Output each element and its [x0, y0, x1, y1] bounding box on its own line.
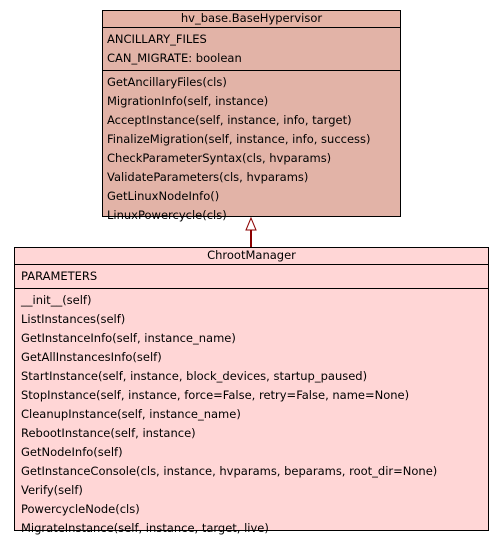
method: StopInstance(self, instance, force=False…: [21, 388, 410, 402]
method: PowercycleNode(cls): [21, 502, 140, 516]
attribute: PARAMETERS: [21, 269, 98, 283]
attribute: ANCILLARY_FILES: [107, 32, 207, 46]
attributes-section: PARAMETERS: [15, 265, 488, 289]
method: GetNodeInfo(self): [21, 445, 123, 459]
method: GetLinuxNodeInfo(): [107, 189, 220, 203]
class-title: hv_base.BaseHypervisor: [103, 11, 400, 28]
method: LinuxPowercycle(cls): [107, 208, 227, 222]
methods-section: GetAncillaryFiles(cls) MigrationInfo(sel…: [103, 71, 400, 227]
chroot-manager-class: ChrootManager PARAMETERS __init__(self) …: [14, 247, 489, 535]
method: GetAllInstancesInfo(self): [21, 350, 162, 364]
base-hypervisor-class: hv_base.BaseHypervisor ANCILLARY_FILES C…: [102, 10, 401, 222]
method: StartInstance(self, instance, block_devi…: [21, 369, 368, 383]
methods-section: __init__(self) ListInstances(self) GetIn…: [15, 289, 488, 540]
attribute: CAN_MIGRATE: boolean: [107, 51, 242, 65]
method: GetAncillaryFiles(cls): [107, 75, 227, 89]
method: AcceptInstance(self, instance, info, tar…: [107, 113, 352, 127]
method: MigrateInstance(self, instance, target, …: [21, 521, 269, 535]
method: RebootInstance(self, instance): [21, 426, 196, 440]
inheritance-arrowhead: [245, 216, 257, 231]
method: CleanupInstance(self, instance_name): [21, 407, 241, 421]
class-title: ChrootManager: [15, 248, 488, 265]
method: FinalizeMigration(self, instance, info, …: [107, 132, 371, 146]
method: ValidateParameters(cls, hvparams): [107, 170, 309, 184]
method: GetInstanceConsole(cls, instance, hvpara…: [21, 464, 438, 478]
method: ListInstances(self): [21, 312, 126, 326]
method: MigrationInfo(self, instance): [107, 94, 269, 108]
method: GetInstanceInfo(self, instance_name): [21, 331, 236, 345]
attributes-section: ANCILLARY_FILES CAN_MIGRATE: boolean: [103, 28, 400, 71]
method: CheckParameterSyntax(cls, hvparams): [107, 151, 332, 165]
method: Verify(self): [21, 483, 83, 497]
method: __init__(self): [21, 293, 92, 307]
